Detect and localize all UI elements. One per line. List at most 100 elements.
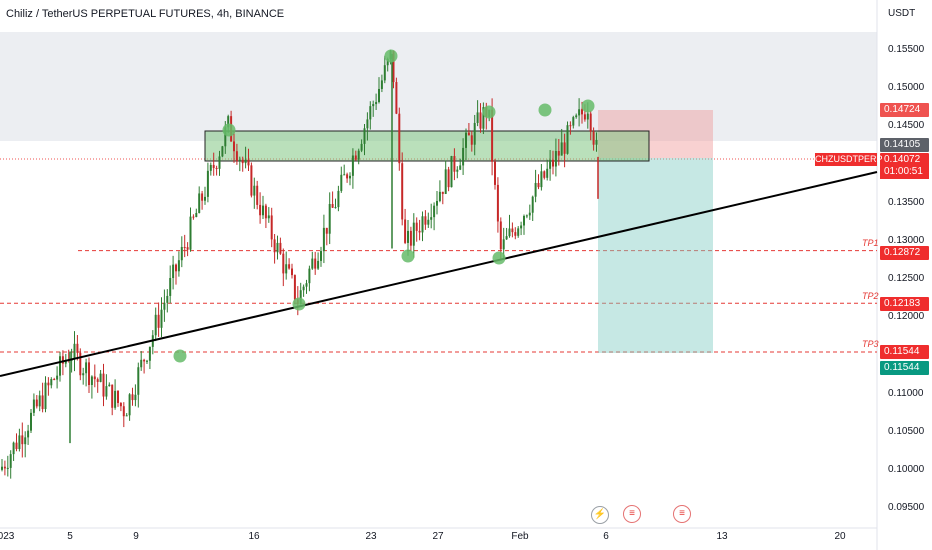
candle-body — [531, 196, 534, 213]
candle-body — [566, 125, 569, 154]
candle-body — [322, 227, 325, 252]
time-tick: Feb — [511, 531, 529, 542]
candle-body — [93, 376, 96, 380]
touch-marker — [492, 251, 506, 265]
candle-body — [76, 343, 79, 353]
candle-body — [186, 247, 189, 250]
candle-body — [285, 264, 288, 274]
candle-body — [85, 362, 88, 374]
candle-body — [450, 156, 453, 188]
candle-body — [314, 258, 317, 269]
candle-body — [459, 165, 462, 170]
candle-body — [595, 139, 598, 145]
candle-body — [369, 106, 372, 120]
price-tick: 0.12000 — [888, 311, 925, 323]
candle-body — [264, 205, 267, 219]
candle-body — [50, 379, 53, 386]
candle-body — [90, 376, 93, 385]
candle-body — [363, 128, 366, 144]
candle-body — [291, 268, 293, 276]
candle-body — [247, 159, 250, 166]
touch-marker — [173, 349, 187, 363]
candle-body — [160, 309, 163, 328]
candle-body — [308, 268, 311, 284]
candle-body — [282, 253, 285, 274]
candle-body — [467, 132, 470, 136]
symbol-price-label: CHZUSDTPERP — [815, 153, 883, 166]
candle-body — [157, 314, 160, 328]
stop-price-label: 0.14724 — [880, 103, 929, 117]
candle-body — [554, 151, 557, 167]
touch-marker — [292, 297, 306, 311]
time-tick: 5 — [67, 531, 73, 542]
candle-body — [528, 212, 531, 216]
candle-body — [212, 164, 215, 168]
candle-body — [494, 161, 496, 185]
candle-body — [235, 151, 238, 162]
candle-body — [206, 170, 209, 197]
candle-body — [146, 360, 148, 362]
candle-body — [575, 115, 578, 118]
touch-marker — [581, 99, 595, 113]
candle-body — [473, 122, 476, 145]
candle-body — [279, 242, 282, 254]
candle-body — [227, 116, 230, 128]
candle-body — [404, 219, 407, 243]
candle-body — [131, 394, 134, 401]
candle-body — [412, 222, 415, 246]
candle-body — [517, 228, 520, 236]
candle-body — [581, 109, 583, 115]
candle-body — [82, 373, 85, 376]
candle-body — [430, 217, 433, 220]
candle-body — [441, 191, 444, 194]
candle-body — [172, 264, 175, 279]
candle-body — [12, 442, 15, 455]
candle-body — [383, 65, 386, 81]
candle-body — [354, 155, 357, 160]
lightning-icon[interactable]: ⚡ — [591, 506, 609, 524]
candle-body — [346, 174, 349, 179]
candle-body — [38, 395, 41, 407]
candle-body — [293, 275, 296, 300]
candle-body — [302, 286, 305, 291]
candle-body — [343, 174, 346, 176]
candle-body — [438, 191, 441, 201]
last-price-label: 0.14072 — [880, 153, 929, 167]
candles-group — [1, 49, 599, 479]
candle-body — [395, 82, 398, 114]
touch-marker — [384, 49, 398, 63]
candle-body — [189, 216, 192, 250]
candle-body — [198, 193, 201, 213]
candle-body — [433, 205, 436, 218]
candle-body — [380, 80, 383, 89]
candle-body — [386, 59, 389, 66]
candle-body — [30, 412, 32, 431]
candle-body — [415, 222, 418, 231]
time-tick: 023 — [0, 531, 15, 542]
candle-body — [256, 185, 259, 205]
candle-body — [114, 390, 117, 408]
candle-body — [496, 184, 499, 222]
candle-body — [479, 112, 482, 129]
currency-label: USDT — [888, 8, 916, 19]
time-tick: 27 — [432, 531, 444, 542]
candle-body — [427, 219, 430, 225]
tp3-label: TP3 — [862, 339, 879, 349]
candle-body — [128, 394, 131, 416]
candle-body — [462, 147, 465, 166]
candle-body — [511, 228, 514, 233]
candle-body — [204, 196, 206, 201]
candle-body — [366, 119, 369, 129]
candle-body — [505, 236, 508, 240]
candle-body — [111, 384, 114, 408]
candle-body — [73, 343, 76, 360]
candle-body — [421, 216, 424, 233]
us-flag-icon[interactable]: ≡ — [623, 505, 641, 523]
candle-body — [32, 399, 35, 413]
us-flag-icon[interactable]: ≡ — [673, 505, 691, 523]
candle-body — [119, 402, 122, 407]
candle-body — [143, 359, 146, 362]
touch-marker — [482, 105, 496, 119]
candle-body — [470, 135, 473, 145]
